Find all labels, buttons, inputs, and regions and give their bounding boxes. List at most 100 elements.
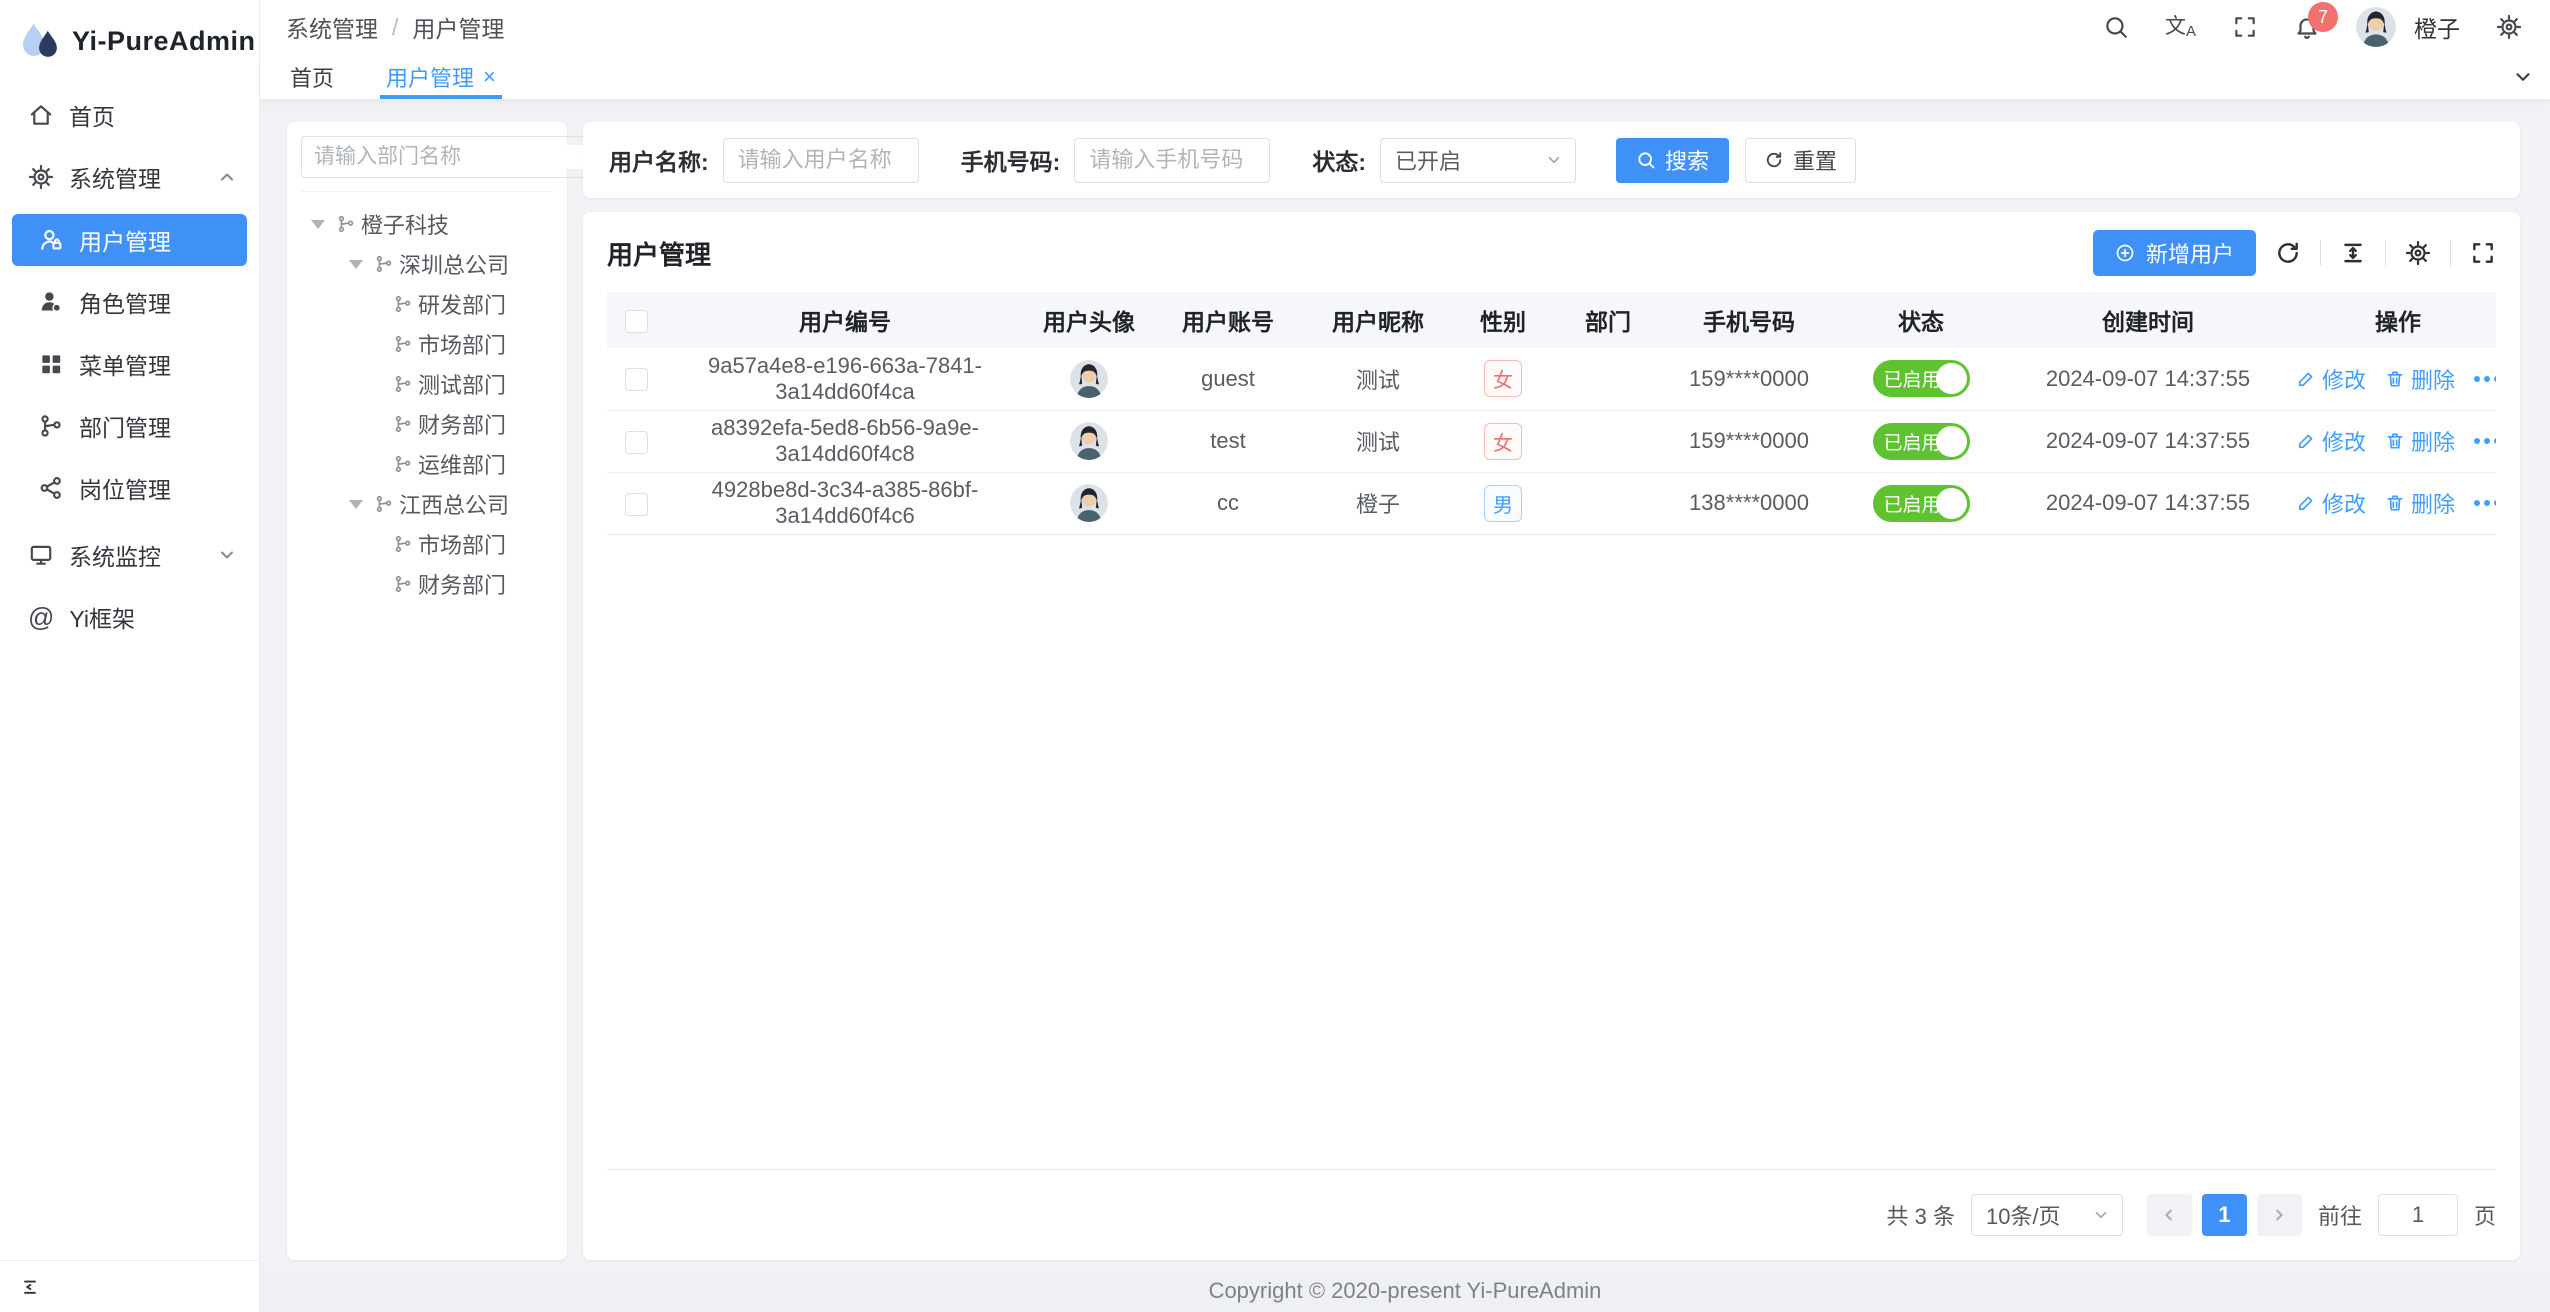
tree-node[interactable]: 深圳总公司 [301,244,553,284]
next-page-button[interactable] [2256,1194,2302,1236]
fullscreen-icon[interactable] [2232,14,2258,40]
phone-filter-input[interactable] [1074,137,1271,183]
collapse-sidebar-icon[interactable] [20,1277,40,1297]
sidebar-item-label: 系统管理 [69,166,161,192]
table-row: 9a57a4e8-e196-663a-7841-3a14dd60f4ca gue… [607,348,2496,411]
app-title: Yi-PureAdmin [72,25,256,56]
user-avatar[interactable] [2356,7,2396,47]
tree-node[interactable]: 研发部门 [301,284,553,324]
tree-node-label: 江西总公司 [399,493,510,518]
delete-button[interactable]: 删除 [2385,363,2455,395]
dept-search-input[interactable] [314,145,585,169]
status-label: 已启用 [1883,494,1941,516]
sidebar-item-yi-framework[interactable]: @ Yi框架 [0,586,259,648]
tab-user-mgmt[interactable]: 用户管理 × [380,54,502,99]
tab-menu-chevron-down-icon[interactable] [2512,54,2534,99]
edit-button[interactable]: 修改 [2296,425,2366,457]
username-label[interactable]: 橙子 [2414,16,2460,42]
status-filter-label: 状态: [1312,149,1367,175]
phone-cell: 159****0000 [1663,410,1835,473]
reset-button-label: 重置 [1793,149,1838,174]
caret-down-icon[interactable] [349,499,363,509]
row-checkbox[interactable] [624,492,648,516]
sidebar-item-home[interactable]: 首页 [0,84,259,146]
sidebar-item-user-mgmt[interactable]: 用户管理 [12,214,247,266]
tree-node[interactable]: 运维部门 [301,444,553,484]
row-actions: 修改 删除 [2289,363,2496,395]
toolbar-divider [2320,240,2321,266]
dept-search-row [301,136,644,192]
toolbar-divider [2450,240,2451,266]
tree-node[interactable]: 橙子科技 [301,204,553,244]
user-lock-icon [38,227,64,253]
column-header: 用户编号 [665,292,1025,348]
status-toggle[interactable]: 已启用 [1872,360,1970,398]
chevron-down-icon [1545,151,1563,169]
sidebar-item-post-mgmt[interactable]: 岗位管理 [12,462,247,514]
settings-gear-icon[interactable] [2496,14,2522,40]
tree-node[interactable]: 市场部门 [301,324,553,364]
tree-node-label: 运维部门 [418,453,507,478]
current-page-button[interactable]: 1 [2201,1194,2247,1236]
caret-down-icon[interactable] [349,259,363,269]
more-actions-icon[interactable] [2474,438,2496,444]
close-icon[interactable]: × [483,63,496,89]
column-settings-gear-icon[interactable] [2405,240,2431,266]
share-nodes-icon [38,475,64,501]
row-checkbox[interactable] [624,430,648,454]
pagination: 共 3 条 10条/页 1 [607,1170,2496,1236]
reset-button[interactable]: 重置 [1745,137,1857,183]
delete-button[interactable]: 删除 [2385,425,2455,457]
sidebar-item-menu-mgmt[interactable]: 菜单管理 [12,338,247,390]
more-actions-icon[interactable] [2474,500,2496,506]
table-header-row: 用户编号 用户头像 用户账号 用户昵称 性别 部门 手机号码 状态 创建时间 操… [607,292,2496,348]
user-id-cell: a8392efa-5ed8-6b56-9a9e-3a14dd60f4c8 [665,410,1025,473]
phone-cell: 138****0000 [1663,472,1835,535]
toggle-knob [1935,425,1967,457]
dept-tree: 橙子科技 深圳总公司 研发部门 市场部门 测试部门 财务部门 运维部门 江西总公… [301,192,553,604]
account-cell: test [1153,410,1303,473]
status-toggle[interactable]: 已启用 [1872,422,1970,460]
page-size-select[interactable]: 10条/页 [1970,1194,2123,1236]
table-fullscreen-icon[interactable] [2470,240,2496,266]
nickname-cell: 测试 [1303,410,1453,473]
tab-home[interactable]: 首页 [286,54,338,99]
sidebar-item-dept-mgmt[interactable]: 部门管理 [12,400,247,452]
sidebar-item-system-mgmt[interactable]: 系统管理 [0,146,259,208]
sidebar: Yi-PureAdmin 首页 系统管理 用户管理 [0,0,260,1312]
density-icon[interactable] [2340,240,2366,266]
caret-down-icon[interactable] [311,219,325,229]
sidebar-item-system-monitor[interactable]: 系统监控 [0,524,259,586]
refresh-icon[interactable] [2275,240,2301,266]
goto-page-input[interactable] [2377,1194,2458,1236]
breadcrumb-item[interactable]: 系统管理 [286,16,378,42]
more-actions-icon[interactable] [2474,375,2496,382]
pagination-total: 共 3 条 [1886,1204,1955,1229]
status-label: 已启用 [1883,432,1941,454]
sidebar-item-role-mgmt[interactable]: 角色管理 [12,276,247,328]
search-button[interactable]: 搜索 [1616,137,1730,183]
select-all-checkbox[interactable] [624,309,648,333]
delete-button[interactable]: 删除 [2385,487,2455,519]
right-column: 用户名称: 手机号码: 状态: 已开启 搜索 重置 [583,122,2520,1260]
row-actions: 修改 删除 [2289,425,2496,457]
row-checkbox[interactable] [624,368,648,392]
prev-page-button[interactable] [2146,1194,2192,1236]
tree-node[interactable]: 财务部门 [301,564,553,604]
status-filter-select[interactable]: 已开启 [1380,137,1577,183]
tree-node[interactable]: 市场部门 [301,524,553,564]
search-icon[interactable] [2103,14,2129,40]
notification-bell-icon[interactable]: 7 [2294,2,2338,40]
tree-node[interactable]: 财务部门 [301,404,553,444]
pager: 1 [2146,1194,2302,1236]
status-toggle[interactable]: 已启用 [1872,484,1970,522]
edit-button[interactable]: 修改 [2296,487,2366,519]
app-logo[interactable]: Yi-PureAdmin [0,0,259,82]
tree-node[interactable]: 测试部门 [301,364,553,404]
sidebar-item-label: 部门管理 [79,415,171,441]
add-user-button[interactable]: 新增用户 [2092,230,2256,276]
name-filter-input[interactable] [722,137,919,183]
edit-button[interactable]: 修改 [2296,363,2366,395]
tree-node[interactable]: 江西总公司 [301,484,553,524]
